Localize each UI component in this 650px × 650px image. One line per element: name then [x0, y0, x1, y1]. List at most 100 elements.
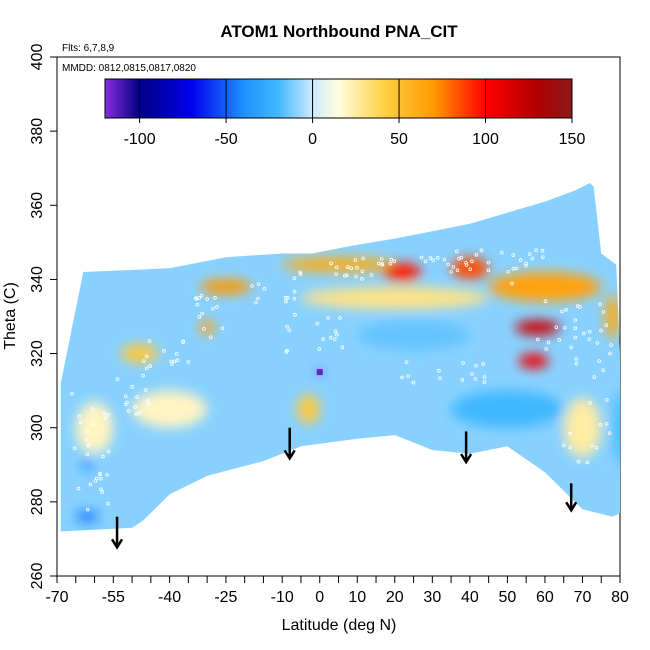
field-cell	[199, 320, 215, 336]
track-point	[470, 259, 474, 264]
track-point	[431, 258, 436, 262]
track-point	[335, 332, 339, 337]
track-point	[377, 261, 381, 266]
track-point	[442, 257, 447, 262]
track-point	[141, 373, 145, 378]
track-point	[285, 324, 289, 329]
track-point	[546, 340, 551, 345]
colorbar: -100 -50 0 50 100 150	[104, 78, 585, 148]
track-point	[598, 422, 603, 427]
y-tick-label: 300	[29, 414, 46, 441]
track-point	[343, 273, 347, 278]
track-point	[574, 356, 578, 361]
track-point	[172, 359, 177, 364]
track-point	[437, 368, 441, 373]
track-point	[345, 265, 350, 269]
track-point	[106, 501, 110, 506]
track-point	[349, 266, 354, 270]
track-point	[292, 276, 297, 280]
down-arrow-icon	[283, 427, 296, 461]
track-point	[262, 287, 267, 291]
track-point	[543, 299, 548, 304]
track-point	[141, 359, 146, 363]
track-point	[78, 420, 83, 425]
x-tick-label: 0	[315, 589, 324, 606]
track-point	[103, 416, 108, 420]
track-point	[481, 362, 485, 366]
colorbar-tick-label: 100	[472, 131, 499, 148]
track-point	[588, 401, 592, 405]
x-tick-label: 80	[611, 589, 629, 606]
track-point	[287, 328, 292, 333]
track-point	[326, 315, 331, 320]
x-tick-label: -70	[45, 589, 68, 606]
track-point	[379, 257, 384, 261]
track-point	[148, 364, 153, 368]
track-point	[211, 306, 215, 311]
track-point	[524, 263, 528, 268]
colorbar-tick-label: 0	[308, 131, 317, 148]
field-cell	[614, 390, 621, 465]
track-point	[587, 337, 592, 341]
track-point	[605, 398, 609, 402]
down-arrow-icon	[460, 431, 473, 465]
track-point	[360, 277, 364, 281]
track-point	[292, 296, 297, 301]
track-point	[85, 430, 90, 434]
track-point	[406, 374, 410, 378]
track-point	[461, 361, 465, 365]
track-point	[563, 326, 567, 330]
field-cell	[563, 398, 602, 458]
track-point	[144, 366, 149, 371]
track-point	[85, 507, 90, 512]
track-point	[345, 273, 349, 278]
track-point	[256, 282, 261, 286]
colorbar-tick-label: -100	[124, 131, 156, 148]
flights-note: Flts: 6,7,8,9	[62, 43, 115, 54]
track-point	[90, 407, 95, 411]
track-point	[601, 368, 606, 372]
track-point	[592, 375, 596, 379]
track-point	[130, 385, 135, 389]
track-point	[174, 352, 179, 356]
track-point	[411, 380, 416, 385]
x-tick-label: -25	[214, 589, 237, 606]
track-point	[482, 380, 487, 384]
track-point	[329, 261, 333, 266]
track-point	[106, 413, 111, 417]
track-point	[199, 293, 204, 298]
track-point	[573, 326, 578, 331]
track-point	[474, 363, 478, 368]
track-point	[554, 325, 559, 330]
chart-title: ATOM1 Northbound PNA_CIT	[220, 22, 458, 41]
track-point	[575, 304, 580, 308]
track-point	[464, 263, 469, 267]
track-point	[388, 261, 393, 266]
track-point	[400, 375, 404, 380]
track-point	[85, 452, 90, 457]
track-point	[146, 402, 151, 406]
track-point	[360, 269, 365, 274]
track-point	[404, 360, 409, 364]
down-arrow-icon	[110, 516, 124, 550]
track-point	[455, 268, 460, 273]
track-point	[77, 414, 82, 419]
track-point	[317, 347, 322, 351]
field-extreme-cell	[316, 369, 323, 376]
track-point	[587, 329, 592, 334]
track-point	[101, 454, 105, 459]
track-point	[93, 479, 98, 483]
track-point	[205, 297, 209, 301]
track-point	[604, 422, 609, 426]
track-point	[607, 431, 612, 435]
track-point	[195, 302, 200, 307]
track-point	[389, 257, 394, 262]
track-point	[254, 300, 258, 305]
track-point	[338, 316, 342, 320]
track-point	[298, 272, 303, 276]
field-cell	[75, 511, 99, 523]
track-point	[446, 262, 450, 267]
track-point	[380, 262, 385, 267]
track-point	[354, 274, 358, 279]
track-point	[594, 445, 599, 450]
